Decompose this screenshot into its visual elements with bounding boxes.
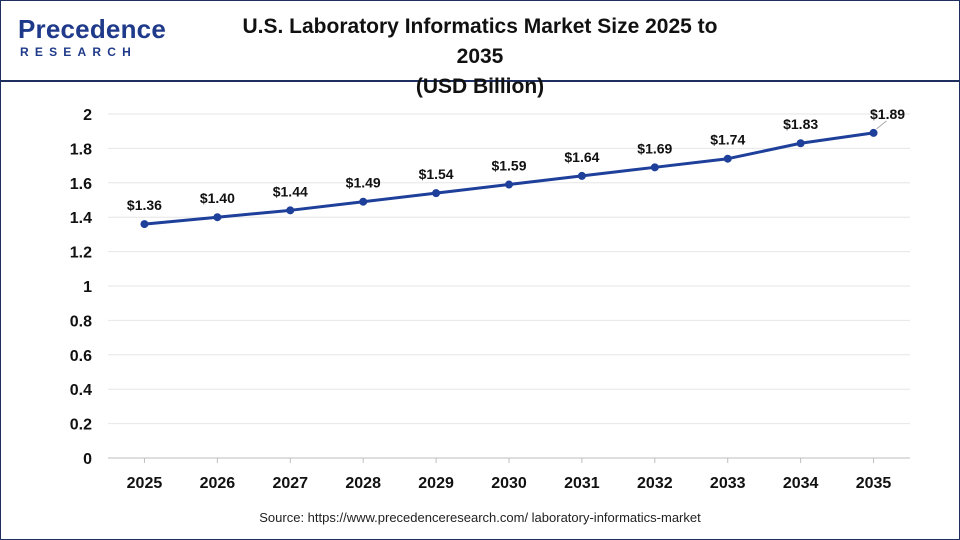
data-point	[359, 197, 368, 206]
data-label: $1.74	[710, 132, 745, 148]
x-tick-label: 2034	[783, 475, 819, 492]
y-tick-label: 1.2	[70, 245, 92, 262]
brand-logo: Precedence RESEARCH	[18, 14, 166, 64]
data-label: $1.83	[783, 116, 818, 132]
x-tick-label: 2029	[418, 475, 454, 492]
x-tick-label: 2028	[345, 475, 381, 492]
x-tick-label: 2035	[856, 475, 892, 492]
y-tick-label: 1.8	[70, 141, 92, 158]
data-point	[286, 206, 295, 215]
data-label: $1.49	[346, 175, 381, 191]
data-point	[432, 189, 441, 198]
data-point	[650, 163, 659, 172]
data-label: $1.69	[637, 140, 672, 156]
x-tick-label: 2030	[491, 475, 527, 492]
data-point	[213, 213, 222, 222]
data-label: $1.59	[491, 158, 526, 174]
x-tick-label: 2026	[200, 475, 236, 492]
data-point	[577, 171, 586, 180]
data-label: $1.54	[419, 166, 454, 182]
y-tick-label: 0	[83, 451, 92, 468]
x-tick-label: 2033	[710, 475, 746, 492]
y-tick-label: 0.2	[70, 417, 92, 434]
data-point	[140, 220, 149, 229]
x-tick-label: 2025	[127, 475, 163, 492]
header: Precedence RESEARCH U.S. Laboratory Info…	[0, 0, 960, 98]
data-point	[505, 180, 513, 189]
chart-title-line2: (USD Billion)	[415, 75, 545, 98]
data-label: $1.89	[870, 106, 905, 122]
chart-title: U.S. Laboratory Informatics Market Size …	[220, 12, 740, 102]
data-point	[869, 128, 878, 137]
logo-sub-text: RESEARCH	[20, 45, 137, 59]
y-tick-label: 1.6	[70, 176, 92, 193]
data-label: $1.36	[127, 197, 162, 213]
data-point	[796, 139, 805, 148]
y-tick-label: 2	[83, 107, 92, 124]
x-tick-label: 2031	[564, 475, 600, 492]
source-note: Source: https://www.precedenceresearch.c…	[259, 510, 701, 525]
y-tick-label: 1.4	[70, 210, 92, 227]
data-label: $1.64	[564, 149, 599, 165]
data-point	[723, 154, 732, 163]
x-tick-label: 2032	[637, 475, 673, 492]
y-tick-label: 0.4	[70, 382, 92, 399]
data-label-leader	[876, 120, 887, 130]
y-tick-label: 0.6	[70, 348, 92, 365]
y-tick-label: 0.8	[70, 313, 92, 330]
series-line	[144, 131, 874, 226]
data-label: $1.40	[200, 190, 235, 206]
y-tick-label: 1	[83, 279, 92, 296]
logo-main-text: Precedence	[18, 14, 166, 44]
x-tick-label: 2027	[272, 475, 308, 492]
data-label: $1.44	[273, 183, 308, 199]
chart-title-line1: U.S. Laboratory Informatics Market Size …	[242, 15, 718, 68]
